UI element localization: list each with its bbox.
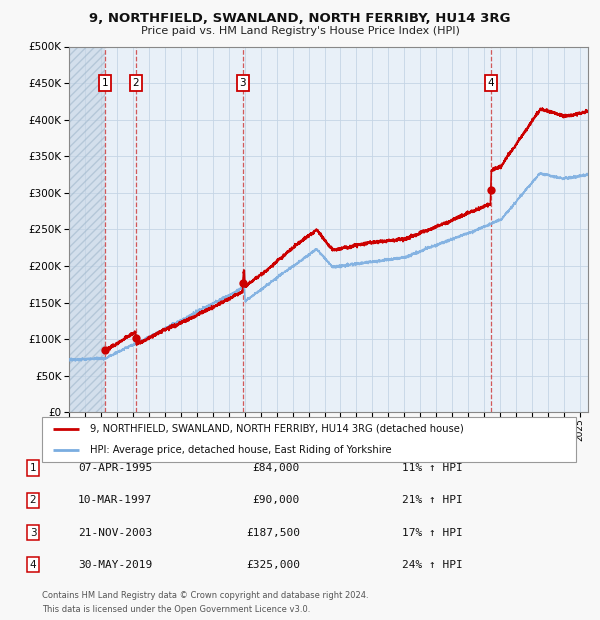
Text: Contains HM Land Registry data © Crown copyright and database right 2024.: Contains HM Land Registry data © Crown c… [42, 591, 368, 600]
Text: 4: 4 [29, 560, 37, 570]
Text: 30-MAY-2019: 30-MAY-2019 [78, 560, 152, 570]
FancyBboxPatch shape [42, 417, 576, 462]
Text: 10-MAR-1997: 10-MAR-1997 [78, 495, 152, 505]
Text: Price paid vs. HM Land Registry's House Price Index (HPI): Price paid vs. HM Land Registry's House … [140, 26, 460, 36]
Text: HPI: Average price, detached house, East Riding of Yorkshire: HPI: Average price, detached house, East… [90, 445, 392, 454]
Text: 1: 1 [29, 463, 37, 473]
Text: 11% ↑ HPI: 11% ↑ HPI [402, 463, 463, 473]
Text: 3: 3 [29, 528, 37, 538]
Text: £90,000: £90,000 [253, 495, 300, 505]
Text: £187,500: £187,500 [246, 528, 300, 538]
Text: 2: 2 [133, 78, 139, 88]
Text: 4: 4 [487, 78, 494, 88]
Text: £84,000: £84,000 [253, 463, 300, 473]
Text: £325,000: £325,000 [246, 560, 300, 570]
Text: 21% ↑ HPI: 21% ↑ HPI [402, 495, 463, 505]
Text: 21-NOV-2003: 21-NOV-2003 [78, 528, 152, 538]
Text: 07-APR-1995: 07-APR-1995 [78, 463, 152, 473]
Text: 17% ↑ HPI: 17% ↑ HPI [402, 528, 463, 538]
Text: 2: 2 [29, 495, 37, 505]
Text: 9, NORTHFIELD, SWANLAND, NORTH FERRIBY, HU14 3RG (detached house): 9, NORTHFIELD, SWANLAND, NORTH FERRIBY, … [90, 424, 464, 434]
Text: 1: 1 [102, 78, 109, 88]
Bar [69, 46, 105, 412]
Text: This data is licensed under the Open Government Licence v3.0.: This data is licensed under the Open Gov… [42, 604, 310, 614]
Text: 9, NORTHFIELD, SWANLAND, NORTH FERRIBY, HU14 3RG: 9, NORTHFIELD, SWANLAND, NORTH FERRIBY, … [89, 12, 511, 25]
Text: 24% ↑ HPI: 24% ↑ HPI [402, 560, 463, 570]
Text: 3: 3 [239, 78, 246, 88]
